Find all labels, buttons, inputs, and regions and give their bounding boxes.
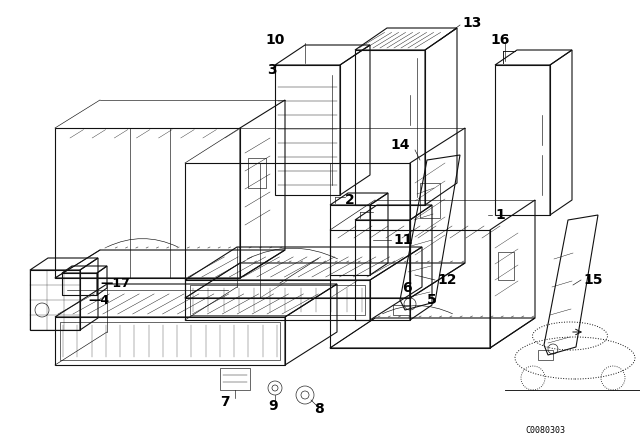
Text: 9: 9	[268, 399, 278, 413]
Text: —17: —17	[100, 276, 130, 289]
Text: 6: 6	[402, 281, 412, 295]
Text: 1: 1	[495, 208, 505, 222]
Text: —4: —4	[88, 293, 109, 306]
Text: 13: 13	[462, 16, 481, 30]
Text: 16: 16	[490, 33, 509, 47]
Text: 8: 8	[314, 402, 324, 416]
Text: 14: 14	[390, 138, 410, 152]
Text: 2: 2	[345, 193, 355, 207]
Text: 3: 3	[267, 63, 277, 77]
Text: 15: 15	[583, 273, 602, 287]
Text: 12: 12	[437, 273, 456, 287]
Text: 5: 5	[427, 293, 436, 307]
Text: 10: 10	[265, 33, 284, 47]
Text: 11: 11	[393, 233, 413, 247]
Text: C0080303: C0080303	[525, 426, 565, 435]
Text: 7: 7	[220, 395, 230, 409]
